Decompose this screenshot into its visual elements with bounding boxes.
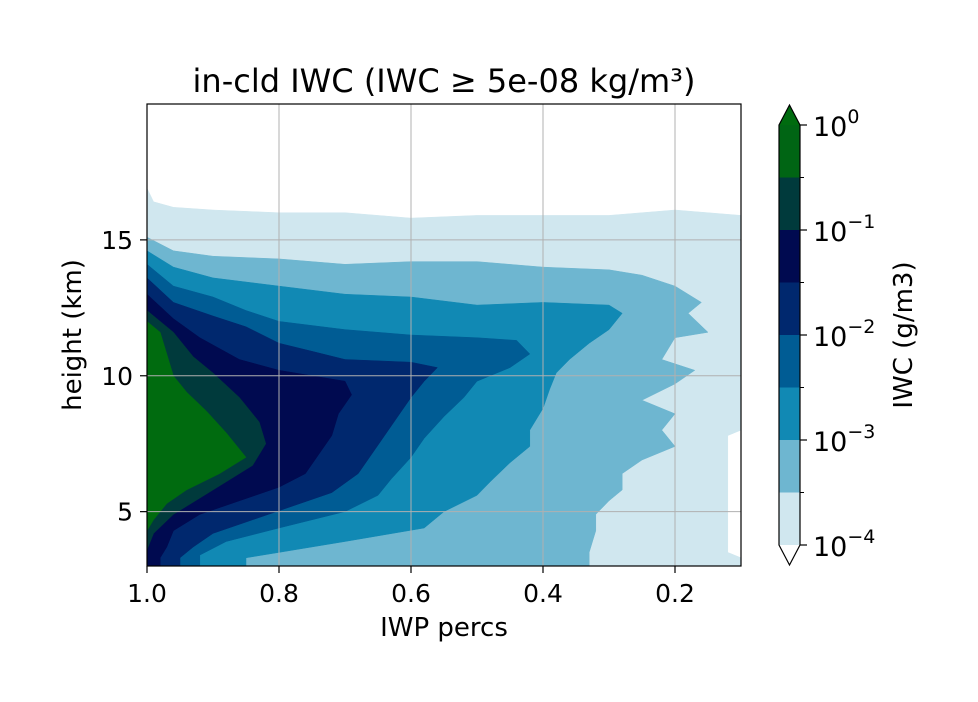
colorbar-band-6 bbox=[779, 177, 800, 230]
colorbar-tick-label: 10−4 bbox=[813, 526, 875, 563]
colorbar-band-2 bbox=[779, 387, 800, 440]
x-tick-label: 0.4 bbox=[523, 579, 563, 608]
x-tick-label: 0.6 bbox=[391, 579, 431, 608]
colorbar-extend-over bbox=[779, 105, 800, 125]
colorbar-tick-label: 10−1 bbox=[813, 211, 875, 248]
x-axis-label: IWP percs bbox=[380, 613, 508, 643]
contour-level-7 bbox=[147, 321, 247, 532]
colorbar-band-0 bbox=[779, 492, 800, 545]
colorbar-label: IWC (g/m3) bbox=[889, 261, 919, 408]
colorbar-tick-label: 10−3 bbox=[813, 421, 875, 458]
colorbar-band-5 bbox=[779, 230, 800, 283]
contour-fills bbox=[147, 188, 741, 566]
y-tick-label: 5 bbox=[117, 498, 133, 527]
y-axis-label: height (km) bbox=[58, 259, 88, 411]
y-tick-label: 15 bbox=[101, 226, 133, 255]
x-tick-label: 0.8 bbox=[259, 579, 299, 608]
colorbar: 100 10−1 10−2 10−3 10−4 bbox=[778, 103, 875, 567]
x-tick-label: 1.0 bbox=[127, 579, 167, 608]
colorbar-band-1 bbox=[779, 440, 800, 493]
colorbar-tick-label: 100 bbox=[813, 106, 859, 143]
chart-title: in-cld IWC (IWC ≥ 5e-08 kg/m³) bbox=[193, 62, 696, 100]
colorbar-band-3 bbox=[779, 335, 800, 388]
x-tick-label: 0.2 bbox=[655, 579, 695, 608]
y-tick-label: 10 bbox=[101, 362, 133, 391]
colorbar-band-4 bbox=[779, 282, 800, 335]
colorbar-band-7 bbox=[779, 125, 800, 178]
colorbar-tick-label: 10−2 bbox=[813, 316, 875, 353]
plot-area bbox=[146, 103, 742, 567]
y-axis-ticks: 5 10 15 bbox=[101, 226, 147, 527]
x-axis-ticks: 1.0 0.8 0.6 0.4 0.2 bbox=[127, 566, 695, 608]
plot-frame bbox=[146, 103, 742, 567]
colorbar-extend-under bbox=[779, 545, 800, 565]
